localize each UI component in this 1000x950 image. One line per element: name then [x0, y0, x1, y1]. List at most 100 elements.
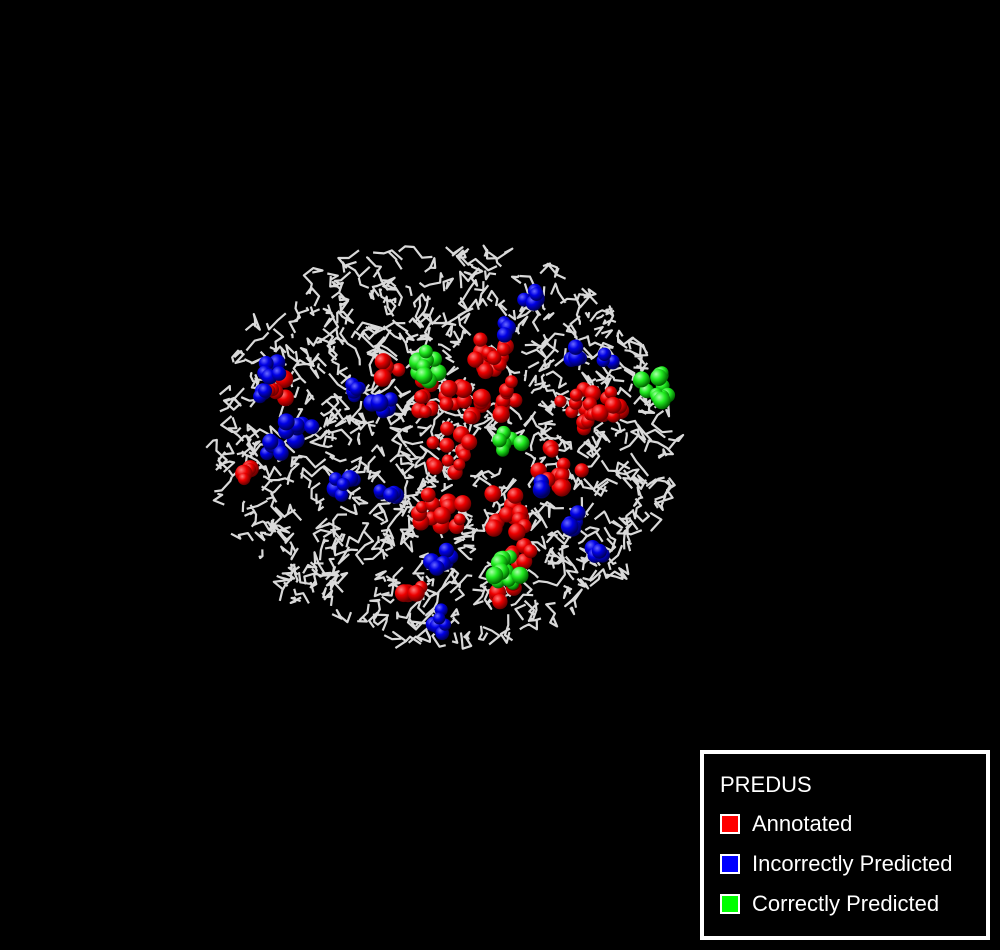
annotated-residue-cluster	[467, 332, 514, 380]
annotated-atom-sphere	[498, 506, 516, 523]
correct-atom-sphere	[511, 566, 529, 584]
annotated-atom-sphere	[453, 458, 466, 471]
annotated-atom-sphere	[454, 380, 473, 399]
annotated-atom-sphere	[555, 468, 570, 483]
incorrect-atom-sphere	[336, 477, 350, 491]
annotated-atom-sphere	[508, 523, 526, 541]
incorrect-residue-cluster	[596, 347, 620, 370]
annotated-atom-sphere	[237, 472, 251, 486]
annotated-atom-sphere	[591, 404, 609, 422]
annotated-atom-sphere	[439, 397, 454, 412]
incorrect-atom-sphere	[334, 488, 349, 502]
annotated-atom-sphere	[604, 396, 622, 414]
annotated-atom-sphere	[574, 463, 589, 478]
incorrect-residue-cluster	[423, 542, 459, 576]
correct-atom-sphere	[653, 391, 671, 410]
annotated-residue-cluster	[492, 375, 523, 423]
incorrect-residue-cluster	[277, 413, 320, 449]
incorrect-atom-sphere	[529, 287, 544, 301]
correct-atom-sphere	[650, 369, 668, 386]
annotated-residue-cluster	[484, 485, 530, 537]
annotated-atom-sphere	[420, 487, 436, 503]
correct-atom-sphere	[485, 566, 504, 585]
legend: PREDUS Annotated Incorrectly Predicted C…	[700, 750, 990, 940]
annotated-atom-sphere	[439, 437, 455, 453]
annotated-atom-sphere	[427, 459, 443, 475]
annotated-residue-cluster	[426, 421, 478, 480]
incorrect-residue-cluster	[425, 603, 452, 641]
correct-swatch	[720, 894, 740, 914]
annotated-atom-sphere	[492, 593, 508, 610]
annotated-residue-cluster	[438, 379, 491, 425]
annotated-residue-cluster	[373, 353, 406, 387]
annotated-residue-cluster	[235, 460, 259, 486]
incorrect-residue-cluster	[584, 540, 610, 563]
annotated-atom-sphere	[523, 544, 538, 559]
incorrect-atom-sphere	[262, 433, 279, 450]
annotated-atom-sphere	[414, 390, 428, 404]
legend-label-incorrect: Incorrectly Predicted	[752, 851, 953, 876]
annotated-atom-sphere	[453, 513, 466, 526]
legend-item-annotated: Annotated	[720, 811, 853, 836]
annotated-atom-sphere	[484, 485, 502, 503]
incorrect-atom-sphere	[268, 354, 286, 371]
incorrect-atom-sphere	[591, 543, 607, 559]
incorrect-atom-sphere	[496, 327, 513, 343]
incorrect-atom-sphere	[533, 480, 550, 498]
annotated-atom-sphere	[454, 495, 472, 513]
residue-spheres	[235, 283, 676, 641]
legend-item-incorrect: Incorrectly Predicted	[720, 851, 953, 876]
annotated-residue-cluster	[411, 487, 472, 535]
incorrect-residue-cluster	[326, 470, 361, 502]
incorrect-residue-cluster	[363, 392, 398, 419]
legend-item-correct: Correctly Predicted	[720, 891, 939, 916]
annotated-atom-sphere	[374, 353, 391, 370]
annotated-atom-sphere	[457, 448, 471, 462]
incorrect-atom-sphere	[567, 339, 584, 355]
incorrect-atom-sphere	[433, 612, 446, 625]
incorrect-atom-sphere	[429, 560, 445, 576]
annotated-atom-sphere	[556, 457, 571, 472]
correct-atom-sphere	[415, 367, 433, 385]
incorrect-residue-cluster	[517, 283, 545, 311]
correct-residue-cluster	[633, 366, 676, 410]
annotated-residue-cluster	[582, 385, 630, 423]
correct-atom-sphere	[633, 371, 650, 388]
annotated-residue-cluster	[394, 580, 428, 603]
legend-label-annotated: Annotated	[752, 811, 853, 836]
incorrect-atom-sphere	[560, 517, 579, 536]
incorrect-atom-sphere	[273, 445, 289, 461]
annotated-atom-sphere	[505, 375, 518, 389]
annotated-atom-sphere	[485, 519, 503, 537]
annotated-atom-sphere	[441, 454, 454, 467]
annotated-atom-sphere	[461, 434, 478, 451]
incorrect-residue-cluster	[260, 433, 289, 461]
annotated-atom-sphere	[496, 342, 511, 357]
annotated-atom-sphere	[545, 444, 559, 458]
legend-title: PREDUS	[720, 772, 812, 797]
correct-atom-sphere	[419, 344, 433, 359]
incorrect-atom-sphere	[304, 419, 320, 435]
incorrect-atom-sphere	[349, 381, 364, 396]
correct-residue-cluster	[485, 550, 529, 590]
annotated-atom-sphere	[463, 410, 477, 425]
incorrect-atom-sphere	[271, 366, 287, 381]
annotated-atom-sphere	[554, 395, 567, 408]
correct-residue-cluster	[408, 344, 447, 389]
annotated-atom-sphere	[569, 388, 583, 402]
incorrect-atom-sphere	[597, 347, 612, 361]
annotated-atom-sphere	[467, 351, 484, 368]
incorrect-atom-sphere	[438, 542, 454, 558]
annotated-residue-cluster	[498, 519, 538, 572]
correct-atom-sphere	[492, 433, 507, 448]
annotated-atom-sphere	[394, 584, 413, 603]
incorrect-atom-sphere	[570, 505, 586, 521]
annotated-atom-sphere	[492, 405, 510, 423]
incorrect-residue-cluster	[563, 339, 587, 368]
correct-atom-sphere	[513, 435, 530, 452]
incorrect-atom-sphere	[383, 487, 399, 503]
annotated-atom-sphere	[440, 380, 458, 398]
annotated-atom-sphere	[552, 479, 571, 497]
annotated-atom-sphere	[604, 386, 618, 399]
